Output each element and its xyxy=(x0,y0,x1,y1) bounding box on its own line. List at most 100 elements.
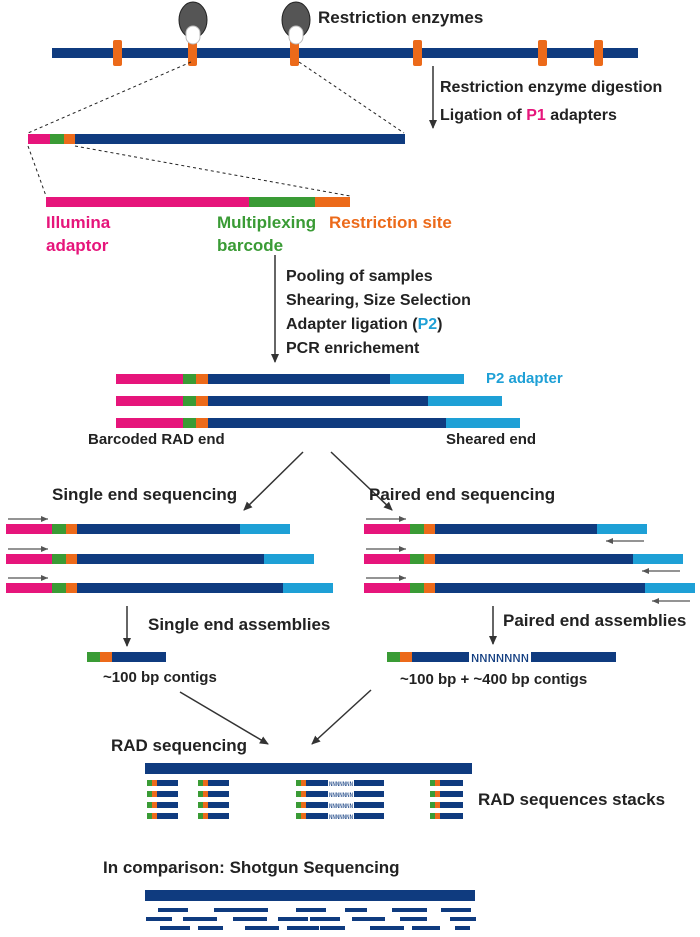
shotgun-reads xyxy=(146,908,476,930)
ligation-label: Ligation of P1 adapters xyxy=(440,107,617,124)
stack-barcode xyxy=(430,780,435,786)
rad-stacks-label: RAD sequences stacks xyxy=(478,790,665,809)
stack-site xyxy=(301,802,306,808)
stack-barcode xyxy=(296,791,301,797)
stack-read xyxy=(306,813,328,819)
stack-site xyxy=(435,813,440,819)
stack-site xyxy=(203,791,208,797)
single-contigs-label: ~100 bp contigs xyxy=(103,669,217,686)
restriction-site-mark xyxy=(594,40,603,66)
stack-read xyxy=(354,791,384,797)
single-end-seq-label: Single end sequencing xyxy=(52,485,237,504)
shotgun-read xyxy=(233,917,267,921)
adaptor-label: adaptor xyxy=(46,236,109,255)
shotgun-read xyxy=(455,926,470,930)
n-gap: NNNNNNN xyxy=(471,652,529,665)
digestion-label: Restriction enzyme digestion xyxy=(440,79,662,96)
shotgun-read xyxy=(183,917,217,921)
stack-site xyxy=(152,802,157,808)
zoom-line xyxy=(298,61,405,134)
shotgun-read xyxy=(287,926,319,930)
stack-site xyxy=(203,813,208,819)
paired-end-seq-label: Paired end sequencing xyxy=(369,485,555,504)
stack-barcode xyxy=(198,813,203,819)
single-end-arrow xyxy=(243,451,304,511)
restriction-site-mark xyxy=(538,40,547,66)
step-shearing: Shearing, Size Selection xyxy=(286,292,471,309)
stack-n-gap: NNNNNNN xyxy=(329,792,353,799)
p2-adapter-label: P2 adapter xyxy=(486,370,563,387)
shotgun-read xyxy=(296,908,326,912)
stack-site xyxy=(301,780,306,786)
barcoded-end-label: Barcoded RAD end xyxy=(88,431,225,448)
shotgun-read xyxy=(310,917,340,921)
stack-barcode xyxy=(198,791,203,797)
rad-sequencing-label: RAD sequencing xyxy=(111,736,247,755)
stack-barcode xyxy=(296,813,301,819)
zoom-line xyxy=(74,145,351,197)
shotgun-read xyxy=(198,926,223,930)
shotgun-read xyxy=(352,917,385,921)
shotgun-read xyxy=(146,917,172,921)
stack-barcode xyxy=(147,780,152,786)
sheared-end-label: Sheared end xyxy=(446,431,536,448)
shotgun-read xyxy=(320,926,345,930)
stack-read xyxy=(440,813,463,819)
stack-read xyxy=(354,780,384,786)
zoom-line xyxy=(27,145,47,197)
restriction-enzyme-icon xyxy=(178,1,208,45)
restriction-enzyme-icon xyxy=(281,1,311,45)
stack-site xyxy=(301,813,306,819)
restriction-site-mark xyxy=(413,40,422,66)
stack-barcode xyxy=(430,813,435,819)
shotgun-read xyxy=(441,908,471,912)
stack-barcode xyxy=(296,780,301,786)
step-adapter-ligation: Adapter ligation (P2) xyxy=(286,316,442,333)
stack-barcode xyxy=(147,802,152,808)
stack-site xyxy=(203,802,208,808)
stack-barcode xyxy=(296,802,301,808)
stack-barcode xyxy=(430,802,435,808)
shotgun-read xyxy=(245,926,279,930)
single-end-asm-label: Single end assemblies xyxy=(148,615,330,634)
converge-arrow-right xyxy=(311,689,372,745)
stack-site xyxy=(435,780,440,786)
multiplexing-label: Multiplexing xyxy=(217,213,316,232)
rad-stacks: NNNNNNN NNNNNNN NNNNNNN NNNNNNN xyxy=(147,780,463,821)
p1-adapter-detail xyxy=(46,197,350,207)
p1-ligated-fragment xyxy=(28,134,405,144)
pooled-fragment xyxy=(116,374,464,384)
shotgun-read xyxy=(160,926,190,930)
stack-read xyxy=(208,802,229,808)
shotgun-reference xyxy=(145,890,475,901)
restriction-site-mark xyxy=(113,40,122,66)
shotgun-read xyxy=(392,908,427,912)
shotgun-read xyxy=(278,917,308,921)
paired-end-read xyxy=(364,516,647,544)
stack-read xyxy=(306,791,328,797)
paired-end-contig xyxy=(387,652,616,662)
stack-site xyxy=(435,802,440,808)
paired-end-asm-label: Paired end assemblies xyxy=(503,611,686,630)
stack-n-gap: NNNNNNN xyxy=(329,814,353,821)
step-pooling: Pooling of samples xyxy=(286,268,433,285)
paired-end-arrow xyxy=(330,451,393,511)
stack-site xyxy=(152,813,157,819)
stack-read xyxy=(157,813,178,819)
paired-end-read xyxy=(364,546,683,574)
rad-reference xyxy=(145,763,472,774)
shotgun-read xyxy=(450,917,476,921)
stack-site xyxy=(152,791,157,797)
stack-read xyxy=(208,813,229,819)
single-end-read xyxy=(6,546,314,564)
stack-barcode xyxy=(198,780,203,786)
shotgun-label: In comparison: Shotgun Sequencing xyxy=(103,858,400,877)
stack-read xyxy=(306,802,328,808)
stack-site xyxy=(301,791,306,797)
illumina-label: Illumina xyxy=(46,213,111,232)
stack-read xyxy=(157,791,178,797)
shotgun-read xyxy=(400,917,427,921)
converge-arrow-left xyxy=(179,691,269,745)
restriction-site-label: Restriction site xyxy=(329,213,452,232)
